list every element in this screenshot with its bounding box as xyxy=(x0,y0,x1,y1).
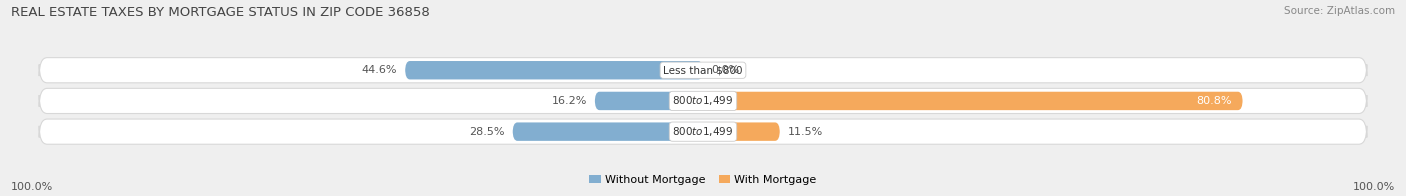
FancyBboxPatch shape xyxy=(39,58,1367,83)
FancyBboxPatch shape xyxy=(595,92,703,110)
FancyBboxPatch shape xyxy=(513,122,703,141)
Text: Less than $800: Less than $800 xyxy=(664,65,742,75)
Text: 16.2%: 16.2% xyxy=(551,96,586,106)
Text: REAL ESTATE TAXES BY MORTGAGE STATUS IN ZIP CODE 36858: REAL ESTATE TAXES BY MORTGAGE STATUS IN … xyxy=(11,6,430,19)
FancyBboxPatch shape xyxy=(39,88,1367,113)
Text: 100.0%: 100.0% xyxy=(1353,182,1395,192)
Text: 44.6%: 44.6% xyxy=(361,65,396,75)
FancyBboxPatch shape xyxy=(39,119,1367,144)
Text: 80.8%: 80.8% xyxy=(1197,96,1232,106)
Text: 100.0%: 100.0% xyxy=(11,182,53,192)
Text: $800 to $1,499: $800 to $1,499 xyxy=(672,125,734,138)
Text: Source: ZipAtlas.com: Source: ZipAtlas.com xyxy=(1284,6,1395,16)
FancyBboxPatch shape xyxy=(405,61,703,79)
Text: 0.0%: 0.0% xyxy=(711,65,740,75)
FancyBboxPatch shape xyxy=(703,92,1243,110)
FancyBboxPatch shape xyxy=(703,122,780,141)
Text: 11.5%: 11.5% xyxy=(787,127,823,137)
Text: 28.5%: 28.5% xyxy=(470,127,505,137)
Text: $800 to $1,499: $800 to $1,499 xyxy=(672,94,734,107)
Legend: Without Mortgage, With Mortgage: Without Mortgage, With Mortgage xyxy=(585,170,821,189)
